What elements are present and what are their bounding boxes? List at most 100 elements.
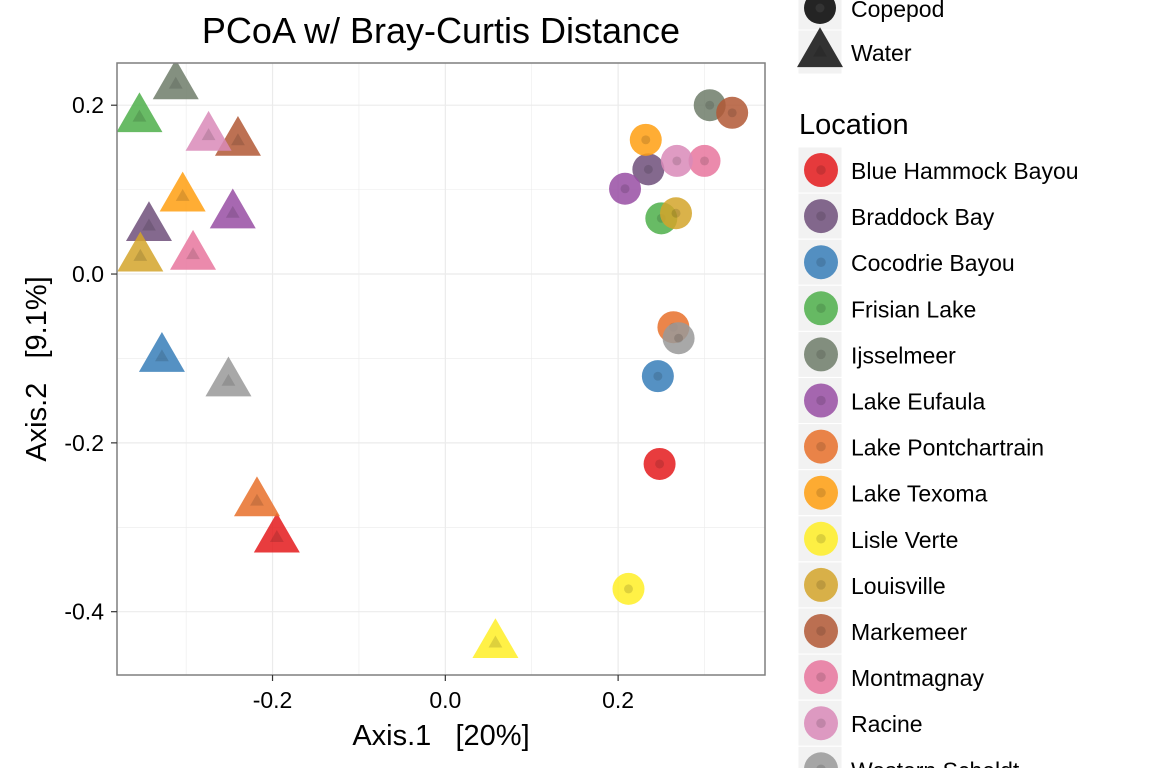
location-legend-swatch-center <box>816 487 826 498</box>
location-legend-swatch <box>804 337 838 372</box>
location-legend-swatch <box>804 660 838 695</box>
data-point-triangle-center <box>168 76 183 89</box>
data-point-circle-center <box>624 584 633 594</box>
location-legend-label: Lisle Verte <box>851 527 958 553</box>
location-legend-swatch <box>804 521 838 556</box>
location-legend-swatch-center <box>816 718 826 728</box>
location-legend-swatch-center <box>816 257 826 267</box>
data-point-circle <box>612 572 645 605</box>
data-point-circle <box>660 197 693 230</box>
location-legend-swatch <box>804 567 838 602</box>
location-legend-label: Lake Pontchartrain <box>851 435 1044 461</box>
location-legend-swatch-center <box>816 672 826 682</box>
grid-lines <box>117 63 765 675</box>
location-legend-swatch-center <box>816 303 826 314</box>
data-point-triangle-center <box>231 133 245 146</box>
y-axis-label: Axis.2 [9.1%] <box>21 276 53 461</box>
data-point-circle <box>662 322 695 355</box>
y-tick-label: 0.2 <box>72 92 104 118</box>
data-point-triangle <box>159 171 206 212</box>
location-legend-swatch <box>804 429 838 464</box>
data-point-triangle <box>209 188 256 229</box>
location-legend-swatch-center <box>816 395 826 406</box>
data-point-circle-center <box>641 135 651 145</box>
location-legend-swatch <box>804 752 838 768</box>
data-point-circle-center <box>705 100 715 110</box>
location-legend-label: Braddock Bay <box>851 204 995 230</box>
location-legend-swatch <box>804 383 838 418</box>
data-point-triangle <box>125 201 172 242</box>
data-point-triangle <box>253 512 300 553</box>
data-point-triangle-center <box>132 109 147 122</box>
data-point-circle <box>660 144 693 177</box>
location-legend-label: Frisian Lake <box>851 296 976 322</box>
location-legend-swatch <box>804 706 838 741</box>
data-point-circle-center <box>620 184 630 194</box>
y-tick-label: 0.0 <box>72 261 104 287</box>
data-point-circle-center <box>700 156 710 166</box>
data-point-circle <box>629 123 662 156</box>
data-point-circle-center <box>672 156 682 166</box>
data-point-circle <box>643 447 676 480</box>
location-legend-label: Ijsselmeer <box>851 342 956 368</box>
x-axis-label: Axis.1 [20%] <box>352 720 529 752</box>
data-point-triangle-center <box>155 349 169 362</box>
data-point-triangle-center <box>133 248 148 261</box>
data-point-triangle-center <box>225 205 240 218</box>
location-legend-swatch <box>804 199 838 234</box>
location-legend-label: Western Scheldt <box>851 757 1020 768</box>
location-legend-swatch-center <box>816 441 826 452</box>
data-point-triangle-center <box>488 635 503 648</box>
location-legend-swatch <box>804 291 838 326</box>
location-legend-label: Markemeer <box>851 619 968 645</box>
location-legend-swatch-center <box>816 165 826 175</box>
data-point-circle-center <box>727 108 737 118</box>
location-legend-swatch-center <box>816 534 826 544</box>
y-axis-ticks: 0.2 0.0 -0.2 -0.4 <box>64 92 117 625</box>
data-point-triangle-center <box>186 247 200 260</box>
data-point-circle <box>609 172 642 205</box>
data-point-circle-center <box>671 208 681 218</box>
x-tick-label: 0.2 <box>602 687 634 713</box>
data-point-circle-center <box>653 371 663 381</box>
data-points <box>117 63 749 659</box>
chart-title: PCoA w/ Bray-Curtis Distance <box>202 10 680 51</box>
location-legend-label: Montmagnay <box>851 665 984 691</box>
data-point-triangle-center <box>175 188 190 201</box>
data-point-circle <box>688 144 721 177</box>
data-point-triangle <box>233 476 280 517</box>
data-point-triangle-center <box>201 128 216 141</box>
location-legend: Blue Hammock Bayou Braddock Bay Cocodrie B… <box>797 146 1079 768</box>
data-point-circle <box>632 153 665 186</box>
data-point-circle-center <box>643 164 653 174</box>
data-point-triangle <box>117 231 164 272</box>
data-point-triangle <box>205 356 252 397</box>
location-legend-swatch <box>804 475 838 510</box>
location-legend-swatch <box>804 614 838 648</box>
x-tick-label: -0.2 <box>253 687 293 713</box>
location-legend-label: Louisville <box>851 573 946 599</box>
shape-legend-label: Water <box>851 40 912 66</box>
location-legend-swatch-center <box>816 349 826 360</box>
data-point-triangle <box>152 63 199 100</box>
shape-legend-triangle <box>797 27 843 68</box>
location-legend-label: Lake Texoma <box>851 481 988 507</box>
location-legend-swatch-center <box>816 580 826 590</box>
data-point-circle <box>641 360 674 393</box>
data-point-triangle-center <box>250 493 264 506</box>
shape-legend-triangle-center <box>813 44 827 57</box>
shape-legend: Copepod Water <box>797 0 944 75</box>
data-point-triangle <box>117 92 163 133</box>
y-tick-label: -0.4 <box>64 599 104 625</box>
location-legend-swatch-center <box>816 626 826 636</box>
data-point-triangle <box>170 229 217 270</box>
data-point-triangle-center <box>221 373 236 386</box>
location-legend-swatch <box>804 245 838 280</box>
location-legend-swatch-center <box>816 211 826 221</box>
x-axis-ticks: -0.2 0.0 0.2 <box>253 675 634 713</box>
data-point-circle-center <box>655 459 665 469</box>
x-tick-label: 0.0 <box>429 687 461 713</box>
data-point-circle <box>716 96 749 129</box>
data-point-triangle <box>472 618 519 659</box>
